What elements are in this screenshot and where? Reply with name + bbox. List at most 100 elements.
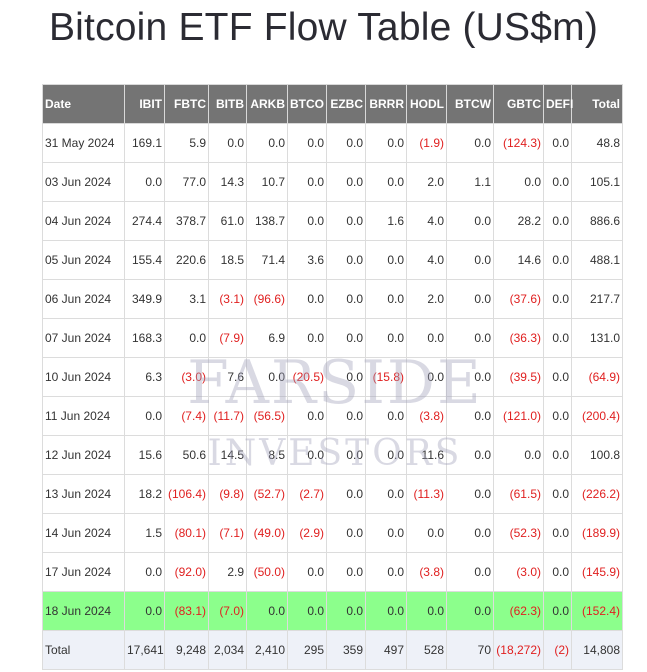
flow-cell-brrr: 0.0 [365,435,407,475]
flow-cell-total: (152.4) [571,591,623,631]
table-row: 17 Jun 2024 0.0 (92.0) 2.9 (50.0) 0.0 0.0 0.0 (3… [42,552,623,592]
flow-cell-arkb: 138.7 [246,201,288,241]
flow-cell-fbtc: 378.7 [164,201,209,241]
flow-cell-defi: 0.0 [543,357,572,397]
flow-cell-btcw: 0.0 [446,552,494,592]
flow-cell-ezbc: 0.0 [326,201,366,241]
table-row: 12 Jun 2024 15.6 50.6 14.5 8.5 0.0 0.0 0.0 11.6 0… [42,435,623,475]
flow-cell-defi: 0.0 [543,123,572,163]
flow-cell-btcw: 0.0 [446,357,494,397]
flow-cell-ezbc: 359 [326,630,366,670]
flow-cell-bitb: (11.7) [208,396,247,436]
flow-cell-btco: 295 [287,630,327,670]
flow-cell-hodl: 2.0 [406,162,447,202]
flow-cell-arkb: 0.0 [246,357,288,397]
flow-cell-gbtc: (39.5) [493,357,544,397]
flow-cell-hodl: 0.0 [406,591,447,631]
flow-cell-ezbc: 0.0 [326,435,366,475]
flow-cell-ibit: 17,641 [124,630,165,670]
column-header-ibit: IBIT [124,84,165,124]
date-cell: 18 Jun 2024 [42,591,125,631]
flow-cell-btcw: 0.0 [446,396,494,436]
flow-cell-ezbc: 0.0 [326,123,366,163]
flow-cell-gbtc: 0.0 [493,435,544,475]
flow-cell-defi: 0.0 [543,396,572,436]
flow-cell-brrr: 0.0 [365,474,407,514]
date-cell: 14 Jun 2024 [42,513,125,553]
flow-cell-arkb: 71.4 [246,240,288,280]
flow-cell-hodl: (1.9) [406,123,447,163]
flow-cell-defi: 0.0 [543,435,572,475]
flow-cell-defi: 0.0 [543,591,572,631]
flow-cell-total: 131.0 [571,318,623,358]
flow-cell-total: 488.1 [571,240,623,280]
column-header-defi: DEFI [543,84,573,124]
flow-cell-btcw: 0.0 [446,201,494,241]
flow-cell-fbtc: 3.1 [164,279,209,319]
flow-cell-total: 217.7 [571,279,623,319]
page-title: Bitcoin ETF Flow Table (US$m) [48,6,599,49]
flow-cell-arkb: (56.5) [246,396,288,436]
flow-cell-fbtc: (92.0) [164,552,209,592]
flow-cell-hodl: 528 [406,630,447,670]
flow-cell-hodl: 4.0 [406,240,447,280]
column-header-btcw: BTCW [446,84,494,124]
flow-cell-defi: 0.0 [543,240,572,280]
flow-cell-bitb: (3.1) [208,279,247,319]
flow-cell-ibit: 349.9 [124,279,165,319]
flow-cell-bitb: (7.1) [208,513,247,553]
flow-cell-ezbc: 0.0 [326,552,366,592]
flow-cell-brrr: 1.6 [365,201,407,241]
flow-cell-btco: 0.0 [287,552,327,592]
flow-cell-arkb: 10.7 [246,162,288,202]
header-row: Date IBIT FBTC BITB ARKB BTCO EZBC BRRR … [42,84,623,124]
date-cell: 12 Jun 2024 [42,435,125,475]
flow-cell-ibit: 0.0 [124,396,165,436]
flow-cell-fbtc: (7.4) [164,396,209,436]
flow-cell-ezbc: 0.0 [326,318,366,358]
date-cell: 31 May 2024 [42,123,125,163]
flow-cell-brrr: 0.0 [365,318,407,358]
flow-cell-btcw: 1.1 [446,162,494,202]
table-row: 04 Jun 2024 274.4 378.7 61.0 138.7 0.0 0.0 1.6 4… [42,201,623,241]
flow-cell-ibit: 0.0 [124,552,165,592]
table-row: 11 Jun 2024 0.0 (7.4) (11.7) (56.5) 0.0 0.0 0.0… [42,396,623,436]
flow-cell-gbtc: (124.3) [493,123,544,163]
flow-cell-ezbc: 0.0 [326,396,366,436]
column-header-gbtc: GBTC [493,84,544,124]
flow-cell-arkb: 0.0 [246,123,288,163]
flow-cell-gbtc: (36.3) [493,318,544,358]
flow-cell-hodl: 0.0 [406,513,447,553]
flow-cell-brrr: 0.0 [365,240,407,280]
column-header-fbtc: FBTC [164,84,209,124]
flow-cell-bitb: 18.5 [208,240,247,280]
table-row: 10 Jun 2024 6.3 (3.0) 7.6 0.0 (20.5) 0.0 (15.8)… [42,357,623,397]
flow-cell-fbtc: 50.6 [164,435,209,475]
flow-cell-ibit: 274.4 [124,201,165,241]
flow-cell-fbtc: (3.0) [164,357,209,397]
flow-cell-brrr: 0.0 [365,552,407,592]
flow-cell-arkb: (49.0) [246,513,288,553]
etf-flow-table: Date IBIT FBTC BITB ARKB BTCO EZBC BRRR … [42,84,623,670]
flow-cell-hodl: 0.0 [406,357,447,397]
flow-cell-hodl: 11.6 [406,435,447,475]
flow-cell-fbtc: (80.1) [164,513,209,553]
flow-cell-ibit: 1.5 [124,513,165,553]
flow-cell-bitb: 14.3 [208,162,247,202]
flow-cell-btcw: 0.0 [446,240,494,280]
flow-cell-defi: 0.0 [543,162,572,202]
flow-cell-hodl: 0.0 [406,318,447,358]
flow-cell-defi: 0.0 [543,318,572,358]
flow-cell-ibit: 169.1 [124,123,165,163]
flow-cell-gbtc: (18,272) [493,630,544,670]
date-cell: 03 Jun 2024 [42,162,125,202]
date-cell: 04 Jun 2024 [42,201,125,241]
flow-cell-arkb: 6.9 [246,318,288,358]
flow-cell-btco: 0.0 [287,396,327,436]
flow-cell-btco: 0.0 [287,201,327,241]
flow-cell-brrr: 0.0 [365,279,407,319]
flow-cell-arkb: (96.6) [246,279,288,319]
flow-cell-ibit: 6.3 [124,357,165,397]
flow-cell-defi: 0.0 [543,474,572,514]
flow-cell-bitb: (7.0) [208,591,247,631]
